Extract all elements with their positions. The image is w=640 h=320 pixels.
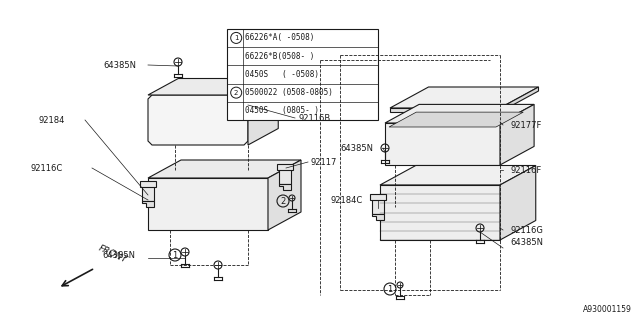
- Polygon shape: [248, 78, 278, 145]
- Text: 0450S   (0805- ): 0450S (0805- ): [245, 106, 319, 116]
- Text: 64385N: 64385N: [103, 60, 136, 69]
- Text: 92116F: 92116F: [510, 165, 541, 174]
- FancyBboxPatch shape: [227, 29, 378, 120]
- Polygon shape: [385, 123, 500, 165]
- Text: 64385N: 64385N: [510, 237, 543, 246]
- Text: A930001159: A930001159: [583, 305, 632, 314]
- Polygon shape: [142, 185, 154, 201]
- Text: 92116G: 92116G: [510, 226, 543, 235]
- Text: 66226*A( -0508): 66226*A( -0508): [245, 33, 315, 43]
- Polygon shape: [389, 112, 524, 127]
- Text: FRONT: FRONT: [97, 244, 129, 265]
- Text: 0450S   ( -0508): 0450S ( -0508): [245, 70, 319, 79]
- Text: 2: 2: [234, 90, 238, 96]
- Polygon shape: [500, 104, 534, 165]
- Text: 1: 1: [387, 284, 392, 293]
- Polygon shape: [279, 184, 291, 190]
- Text: 1: 1: [172, 251, 178, 260]
- Text: 2: 2: [280, 196, 285, 205]
- Polygon shape: [385, 104, 534, 123]
- Polygon shape: [268, 160, 301, 230]
- Text: 1: 1: [234, 35, 239, 41]
- Polygon shape: [142, 201, 154, 207]
- Text: 92116B: 92116B: [298, 114, 330, 123]
- Text: 92116C: 92116C: [30, 164, 62, 172]
- Polygon shape: [380, 185, 500, 240]
- Text: 92184C: 92184C: [330, 196, 362, 204]
- Polygon shape: [500, 165, 536, 240]
- Polygon shape: [279, 168, 291, 184]
- Polygon shape: [148, 178, 268, 230]
- Polygon shape: [277, 164, 293, 170]
- Polygon shape: [140, 181, 156, 187]
- Polygon shape: [390, 108, 500, 112]
- Polygon shape: [500, 87, 538, 112]
- Text: 64385N: 64385N: [102, 251, 135, 260]
- Text: 92184: 92184: [38, 116, 65, 124]
- Text: 92117: 92117: [310, 157, 337, 166]
- Text: 66226*B(0508- ): 66226*B(0508- ): [245, 52, 315, 61]
- Polygon shape: [148, 78, 278, 95]
- Text: 64385N: 64385N: [340, 143, 373, 153]
- Polygon shape: [148, 160, 301, 178]
- Polygon shape: [380, 165, 536, 185]
- Polygon shape: [370, 194, 386, 200]
- Polygon shape: [148, 95, 248, 145]
- Polygon shape: [390, 87, 538, 108]
- Polygon shape: [372, 198, 384, 214]
- Text: 92177F: 92177F: [510, 121, 541, 130]
- Text: 0500022 (0508-0805): 0500022 (0508-0805): [245, 88, 333, 97]
- Polygon shape: [372, 214, 384, 220]
